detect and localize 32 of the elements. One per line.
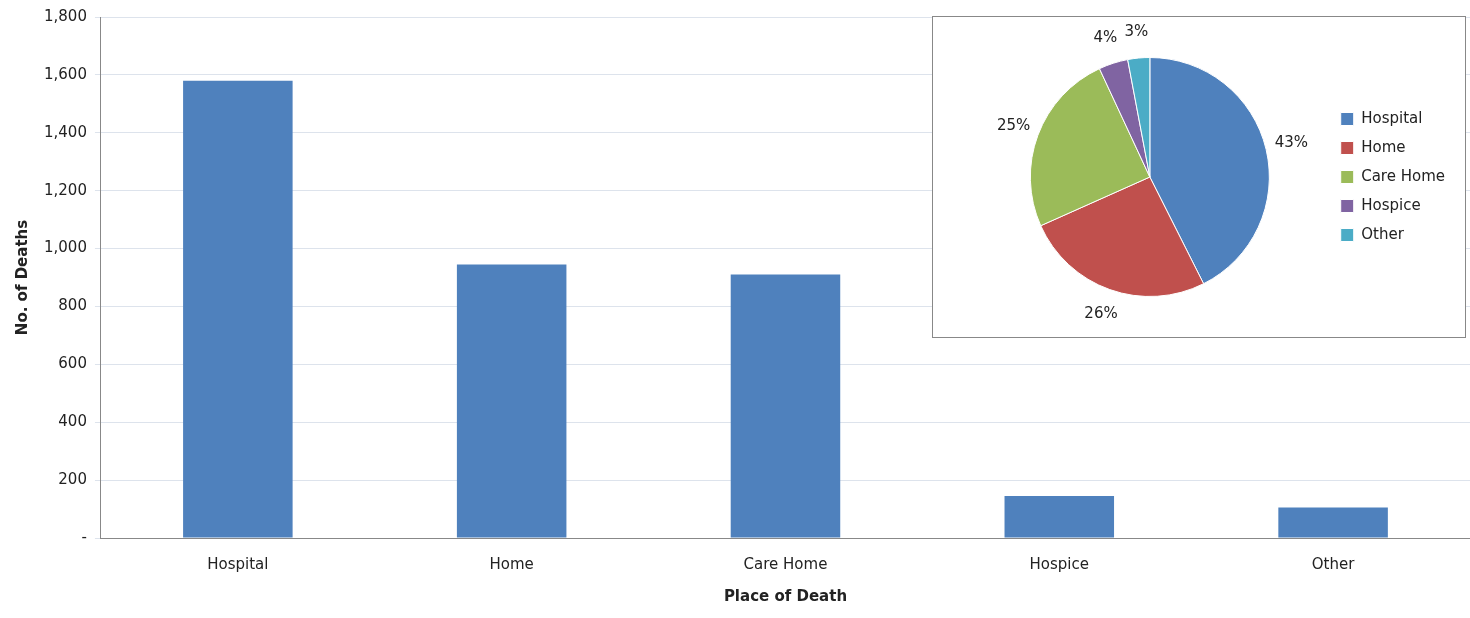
y-tick-label: 1,600 <box>43 64 87 83</box>
data-label: 25% <box>996 115 1031 134</box>
y-tick-label: 1,400 <box>43 122 87 141</box>
y-tick-label: 800 <box>58 296 87 315</box>
y-axis-title: No. of Deaths <box>12 219 31 336</box>
legend-label: Hospice <box>1361 195 1421 214</box>
y-tick-label: 200 <box>58 470 87 488</box>
legend-label: Other <box>1361 224 1405 243</box>
y-tick-label: 1,200 <box>43 180 87 199</box>
data-label: 43% <box>1274 133 1309 152</box>
y-tick-label: 400 <box>58 412 87 431</box>
bar <box>183 80 293 538</box>
legend-label: Care Home <box>1361 166 1445 185</box>
data-label: 4% <box>1093 28 1118 47</box>
x-axis-title: Place of Death <box>723 586 848 605</box>
data-label: 26% <box>1084 303 1118 322</box>
y-tick-label: 1,000 <box>43 238 87 257</box>
bar <box>730 274 841 538</box>
bar <box>456 264 567 538</box>
x-tick-label: Home <box>489 554 534 573</box>
y-tick-label: 600 <box>58 354 87 373</box>
bar <box>1004 496 1115 538</box>
x-tick-label: Care Home <box>743 554 828 573</box>
legend-label: Home <box>1361 137 1406 156</box>
legend-label: Hospital <box>1361 108 1423 127</box>
data-label: 3% <box>1124 22 1149 41</box>
y-tick-label: - <box>81 527 87 546</box>
x-tick-label: Hospice <box>1029 554 1089 573</box>
bar <box>1278 507 1388 538</box>
y-tick-label: 1,800 <box>43 6 87 25</box>
x-tick-label: Hospital <box>207 554 269 573</box>
x-tick-label: Other <box>1311 554 1356 573</box>
